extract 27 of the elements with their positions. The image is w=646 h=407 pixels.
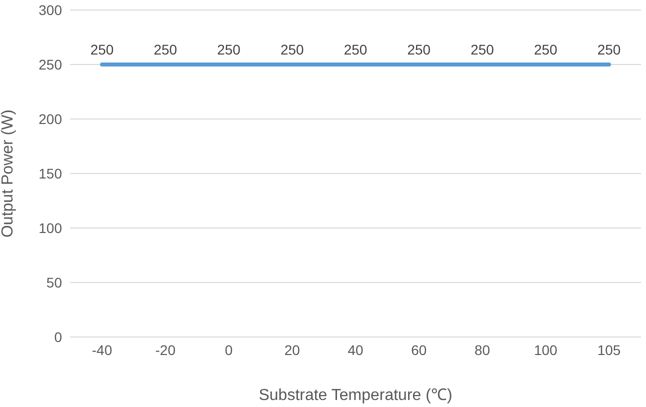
x-tick-label: 0 xyxy=(224,342,233,358)
y-tick-label: 250 xyxy=(38,56,62,72)
y-tick-label: 0 xyxy=(54,328,62,345)
data-label: 250 xyxy=(344,42,368,58)
y-tick-label: 100 xyxy=(38,220,62,236)
x-tick-label: 60 xyxy=(411,342,427,358)
x-axis-title: Substrate Temperature (℃) xyxy=(258,387,452,404)
y-tick-label: 50 xyxy=(46,274,62,290)
data-label: 250 xyxy=(280,42,304,58)
y-tick-label: 300 xyxy=(38,2,62,18)
x-tick-label: 80 xyxy=(474,342,490,358)
y-tick-label: 150 xyxy=(38,165,62,182)
x-tick-label: 20 xyxy=(284,342,300,358)
data-label: 250 xyxy=(217,42,241,58)
data-label: 250 xyxy=(154,42,178,58)
data-label: 250 xyxy=(597,42,621,58)
x-tick-label: 40 xyxy=(348,342,364,358)
data-label: 250 xyxy=(470,42,494,58)
data-label: 250 xyxy=(534,42,558,58)
x-tick-label: 105 xyxy=(597,342,621,358)
data-label: 250 xyxy=(407,42,431,58)
data-label: 250 xyxy=(90,42,114,58)
y-axis-title: Output Power (W) xyxy=(0,109,17,238)
x-tick-label: -40 xyxy=(92,342,112,358)
x-tick-label: 100 xyxy=(534,342,558,358)
y-tick-label: 200 xyxy=(38,110,62,127)
x-tick-label: -20 xyxy=(155,342,176,358)
